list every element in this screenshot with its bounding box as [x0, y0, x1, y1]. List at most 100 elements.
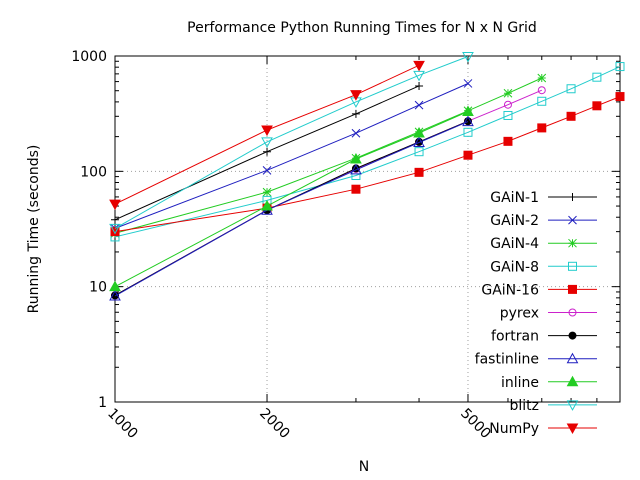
- legend-label: NumPy: [489, 421, 539, 437]
- series-inline: [109, 105, 474, 292]
- x-axis-label: N: [359, 459, 369, 475]
- legend-label: inline: [501, 375, 539, 391]
- series-gain-1: [111, 81, 424, 224]
- legend-item-numpy: NumPy: [489, 421, 597, 437]
- x-tick-label: 5000: [457, 406, 494, 443]
- legend-label: GAiN-8: [490, 259, 539, 275]
- data-point: [414, 100, 424, 110]
- data-point: [463, 79, 473, 88]
- legend-marker: [566, 375, 579, 387]
- legend: GAiN-1 GAiN-2 GAiN-4 GAiN-8 GAiN-16 pyrex fort…: [475, 190, 597, 437]
- data-point: [503, 110, 513, 120]
- legend-marker: [568, 261, 577, 271]
- data-point: [503, 100, 512, 109]
- data-point: [566, 84, 576, 94]
- legend-marker: [568, 238, 577, 248]
- y-tick-label: 10: [89, 280, 107, 296]
- data-point: [462, 105, 474, 117]
- legend-item-fastinline: fastinline: [475, 352, 597, 368]
- legend-label: fortran: [491, 329, 539, 345]
- x-tick-label: 1000: [104, 406, 141, 443]
- legend-item-gain-2: GAiN-2: [490, 213, 597, 229]
- legend-item-blitz: blitz: [509, 398, 597, 414]
- series-line: [114, 121, 469, 297]
- data-point: [414, 147, 424, 157]
- data-point: [463, 150, 473, 160]
- data-point: [350, 163, 362, 175]
- data-point: [261, 125, 273, 137]
- data-point: [351, 109, 360, 118]
- data-point: [350, 90, 362, 101]
- legend-label: GAiN-4: [490, 236, 539, 252]
- data-point: [261, 200, 273, 211]
- data-point: [109, 280, 121, 292]
- series-numpy: [109, 60, 425, 211]
- data-point: [351, 184, 361, 194]
- data-point: [413, 126, 425, 138]
- data-point: [537, 96, 547, 106]
- legend-label: pyrex: [500, 306, 539, 322]
- legend-item-inline: inline: [501, 375, 597, 391]
- data-point: [462, 52, 474, 63]
- data-point: [413, 136, 425, 147]
- x-tick-label: 2000: [256, 406, 293, 443]
- data-point: [262, 165, 272, 175]
- legend-label: GAiN-1: [490, 190, 539, 206]
- y-axis-label: Running Time (seconds): [26, 145, 42, 314]
- series-line: [114, 85, 420, 221]
- data-point: [566, 111, 576, 121]
- y-tick-label: 1000: [71, 49, 107, 65]
- series-line: [114, 96, 621, 233]
- data-point: [261, 137, 273, 148]
- y-tick-label: 1: [98, 395, 107, 411]
- data-point: [592, 101, 602, 111]
- legend-item-gain-4: GAiN-4: [490, 236, 597, 252]
- plot-frame: [114, 55, 621, 403]
- series-fortran: [111, 117, 472, 300]
- data-point: [262, 187, 272, 197]
- grid: [114, 55, 620, 403]
- legend-item-gain-16: GAiN-16: [481, 282, 597, 298]
- series-line: [114, 77, 543, 234]
- data-point: [503, 136, 513, 146]
- data-point: [351, 128, 361, 138]
- legend-item-gain-1: GAiN-1: [490, 190, 597, 206]
- series-line: [114, 64, 420, 205]
- legend-item-fortran: fortran: [491, 329, 597, 345]
- data-point: [592, 72, 602, 82]
- data-point: [413, 60, 425, 72]
- y-tick-label: 100: [80, 164, 107, 180]
- legend-label: blitz: [509, 398, 539, 414]
- data-point: [111, 215, 119, 224]
- legend-marker: [566, 352, 579, 364]
- series-blitz: [109, 52, 474, 235]
- data-point: [537, 123, 547, 133]
- legend-marker: [568, 284, 577, 294]
- legend-marker: [568, 215, 577, 225]
- legend-marker: [568, 308, 577, 317]
- data-point: [463, 127, 473, 137]
- legend-marker: [568, 193, 577, 201]
- data-point: [462, 115, 474, 127]
- data-point: [537, 86, 546, 95]
- legend-label: fastinline: [475, 352, 539, 368]
- series-gain-2: [110, 79, 473, 233]
- data-point: [109, 289, 121, 301]
- data-point: [350, 152, 362, 164]
- legend-marker: [566, 400, 579, 411]
- series-gain-8: [110, 62, 625, 242]
- data-point: [615, 92, 625, 102]
- data-point: [503, 88, 513, 98]
- data-point: [109, 199, 121, 211]
- data-point: [414, 167, 424, 177]
- legend-item-pyrex: pyrex: [500, 306, 597, 322]
- data-point: [263, 147, 272, 156]
- data-point: [415, 81, 424, 90]
- legend-item-gain-8: GAiN-8: [490, 259, 597, 275]
- series-line: [114, 89, 542, 296]
- legend-label: GAiN-16: [481, 282, 539, 298]
- data-point: [110, 227, 120, 237]
- legend-label: GAiN-2: [490, 213, 539, 229]
- data-point: [109, 223, 121, 235]
- legend-marker: [566, 423, 579, 435]
